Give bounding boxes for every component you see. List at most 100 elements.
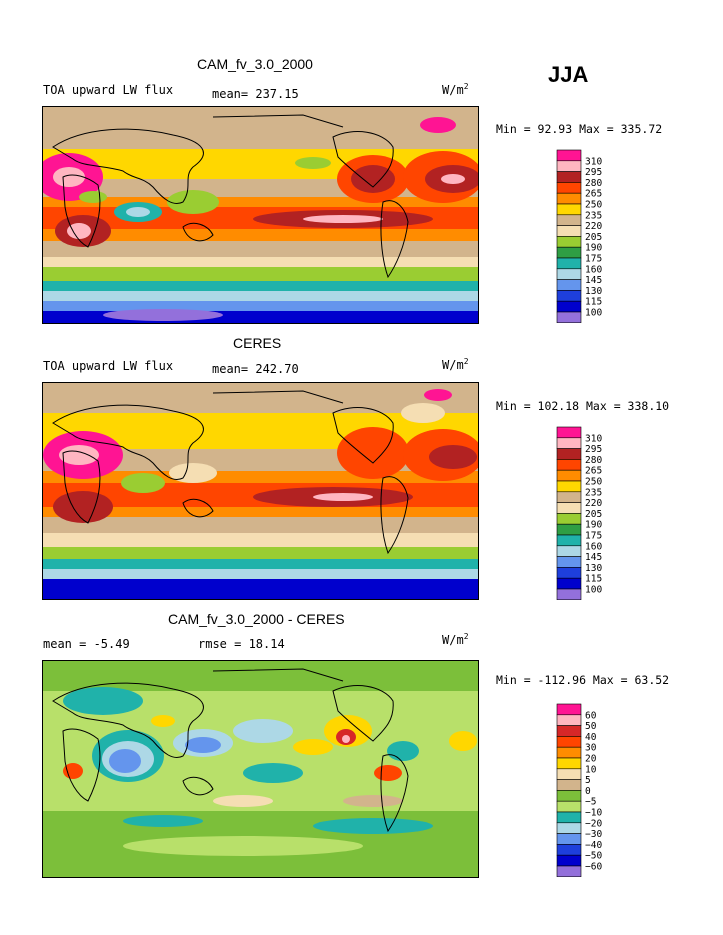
colorbar-swatch	[556, 800, 582, 813]
colorbar-tick-label: 265	[585, 466, 602, 477]
colorbar-tick-label: 130	[585, 563, 602, 574]
panel3-title: CAM_fv_3.0_2000 - CERES	[168, 611, 345, 627]
colorbar-tick-label: 265	[585, 189, 602, 200]
colorbar-tick-label: −40	[585, 840, 602, 851]
colorbar-swatch	[556, 182, 582, 194]
panel2-unit-label: W/m2	[442, 357, 469, 372]
panel2-mean-label: mean= 242.70	[212, 362, 299, 376]
colorbar-tick-label: 190	[585, 243, 602, 254]
colorbar-swatch	[556, 268, 582, 280]
colorbar-swatch	[556, 311, 582, 323]
panel1-variable-label: TOA upward LW flux	[43, 83, 174, 97]
colorbar-swatch	[556, 448, 582, 460]
colorbar-swatch	[556, 437, 582, 449]
colorbar-swatch	[556, 577, 582, 590]
colorbar-swatch	[556, 545, 582, 557]
colorbar-tick-label: 115	[585, 574, 602, 585]
colorbar-swatch	[556, 746, 582, 759]
colorbar-tick-label: 280	[585, 455, 602, 466]
colorbar-tick-label: 60	[585, 710, 597, 721]
colorbar-tick-label: −50	[585, 851, 602, 862]
colorbar-tick-label: 310	[585, 433, 602, 444]
colorbar-swatch	[556, 160, 582, 172]
colorbar-swatch	[556, 480, 582, 493]
panel2-colorbar: 310 295 280 265 250 235 220 205 190 175 160 145 130 1…	[555, 425, 615, 600]
panel3-minmax: Min = -112.96 Max = 63.52	[496, 673, 670, 687]
panel1-map	[42, 106, 479, 324]
season-label: JJA	[548, 62, 589, 87]
colorbar-tick-label: 295	[585, 167, 602, 178]
panel2-variable-label: TOA upward LW flux	[43, 359, 174, 373]
colorbar-swatch	[556, 714, 582, 726]
colorbar-tick-label: 100	[585, 585, 602, 596]
colorbar-swatch	[556, 523, 582, 536]
colorbar-swatch	[556, 491, 582, 503]
panel3-colorbar: 60 50 40 30 20 10 5 0 −5 −10 −20 −30 −40 −50 −60	[555, 702, 615, 877]
colorbar-tick-label: 250	[585, 200, 602, 211]
colorbar-swatch	[556, 236, 582, 248]
colorbar-swatch	[556, 279, 582, 291]
colorbar-tick-label: 220	[585, 221, 602, 232]
colorbar-tick-label: 5	[585, 775, 591, 786]
colorbar-tick-label: −60	[585, 862, 602, 873]
colorbar-tick-label: −30	[585, 829, 602, 840]
colorbar-tick-label: 100	[585, 308, 602, 319]
panel1-colorbar: 310 295 280 265 250 235 220 205 190 175 160 145 130 1…	[555, 148, 615, 323]
colorbar-tick-label: 235	[585, 487, 602, 498]
panel3-unit-label: W/m2	[442, 632, 469, 647]
colorbar-tick-label: 205	[585, 509, 602, 520]
panel1-unit-label: W/m2	[442, 82, 469, 97]
colorbar-swatch	[556, 844, 582, 856]
colorbar-swatch	[556, 703, 582, 716]
colorbar-tick-label: 310	[585, 156, 602, 167]
colorbar-tick-label: 50	[585, 721, 597, 732]
colorbar-swatch	[556, 300, 582, 313]
colorbar-swatch	[556, 290, 582, 302]
colorbar-swatch	[556, 736, 582, 748]
colorbar-tick-label: 160	[585, 264, 602, 275]
colorbar-swatch	[556, 854, 582, 867]
panel1-title: CAM_fv_3.0_2000	[197, 56, 313, 72]
colorbar-swatch	[556, 725, 582, 737]
panel1-minmax: Min = 92.93 Max = 335.72	[496, 122, 663, 136]
colorbar-swatch	[556, 469, 582, 482]
colorbar-swatch	[556, 833, 582, 845]
colorbar-swatch	[556, 257, 582, 270]
panel2-title: CERES	[233, 335, 282, 351]
colorbar-swatch	[556, 225, 582, 237]
colorbar-swatch	[556, 149, 582, 162]
colorbar-swatch	[556, 757, 582, 770]
colorbar-swatch	[556, 513, 582, 525]
colorbar-tick-label: 190	[585, 520, 602, 531]
colorbar-swatch	[556, 203, 582, 216]
colorbar-tick-label: 250	[585, 477, 602, 488]
colorbar-swatch	[556, 779, 582, 791]
colorbar-tick-label: 160	[585, 541, 602, 552]
colorbar-tick-label: 205	[585, 232, 602, 243]
colorbar-tick-label: 175	[585, 254, 602, 265]
panel2-map	[42, 382, 479, 600]
colorbar-tick-label: 115	[585, 297, 602, 308]
colorbar-swatch	[556, 567, 582, 579]
colorbar-tick-label: 280	[585, 178, 602, 189]
colorbar-tick-label: 145	[585, 275, 602, 286]
panel3-mean-label: mean = -5.49	[43, 637, 130, 651]
colorbar-swatch	[556, 192, 582, 205]
colorbar-swatch	[556, 811, 582, 824]
colorbar-tick-label: 220	[585, 498, 602, 509]
colorbar-swatch	[556, 822, 582, 834]
colorbar-swatch	[556, 246, 582, 259]
colorbar-swatch	[556, 214, 582, 226]
colorbar-tick-label: 145	[585, 552, 602, 563]
colorbar-swatch	[556, 171, 582, 183]
panel1-mean-label: mean= 237.15	[212, 87, 299, 101]
colorbar-swatch	[556, 768, 582, 780]
colorbar-tick-label: 175	[585, 531, 602, 542]
colorbar-swatch	[556, 426, 582, 439]
panel2-minmax: Min = 102.18 Max = 338.10	[496, 399, 670, 413]
colorbar-tick-label: 235	[585, 210, 602, 221]
colorbar-tick-label: −10	[585, 808, 602, 819]
colorbar-swatch	[556, 459, 582, 471]
colorbar-swatch	[556, 556, 582, 568]
colorbar-swatch	[556, 588, 582, 600]
